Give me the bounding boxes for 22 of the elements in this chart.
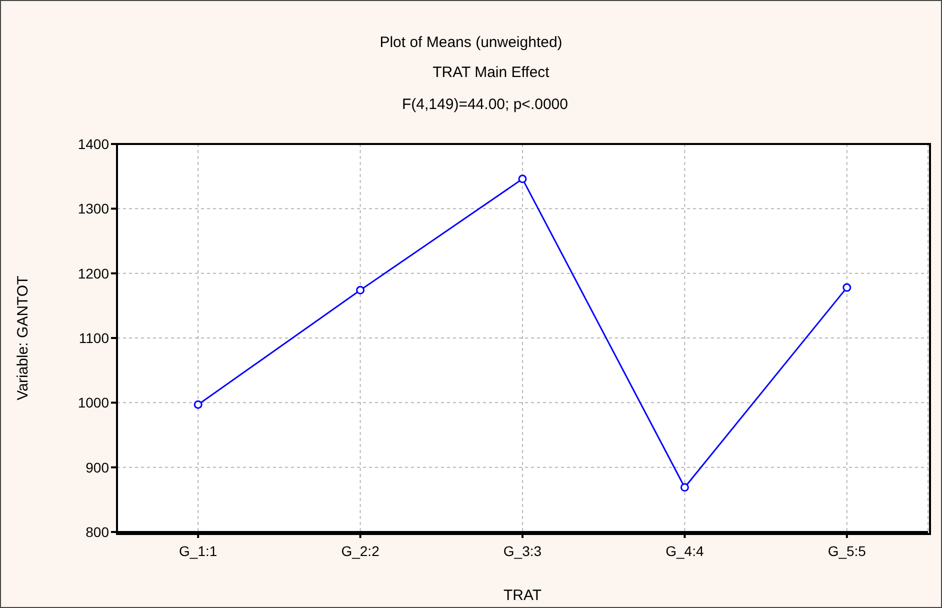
y-tick-label: 1100 [78,330,110,346]
x-axis-title: TRAT [503,587,542,604]
x-tick-label: G_1:1 [179,542,218,559]
point [194,400,202,409]
y-tick-label: 1200 [78,265,110,282]
y-tick-label: 1400 [78,136,110,152]
y-tick-label: 800 [86,524,110,540]
point [842,283,852,292]
x-tick-label: G_2:2 [341,542,380,559]
x-tick-label: G_3:3 [503,542,542,559]
chart-subtitle: TRAT Main Effect [432,64,550,81]
chart-title: Plot of Means (unweighted) [378,34,564,51]
point [518,174,527,184]
point [680,483,689,492]
x-tick-label: G_4:4 [666,542,704,559]
text: F(4,149)=44.00; p<.0000 [401,96,569,113]
y-axis-title: Variable: GANTOT [14,276,32,400]
point [356,286,365,294]
y-tick-label: 1300 [78,200,110,217]
y-tick-label: 900 [86,459,110,476]
y-tick-label: 1000 [78,394,110,411]
x-tick-label: G_5:5 [828,542,866,559]
